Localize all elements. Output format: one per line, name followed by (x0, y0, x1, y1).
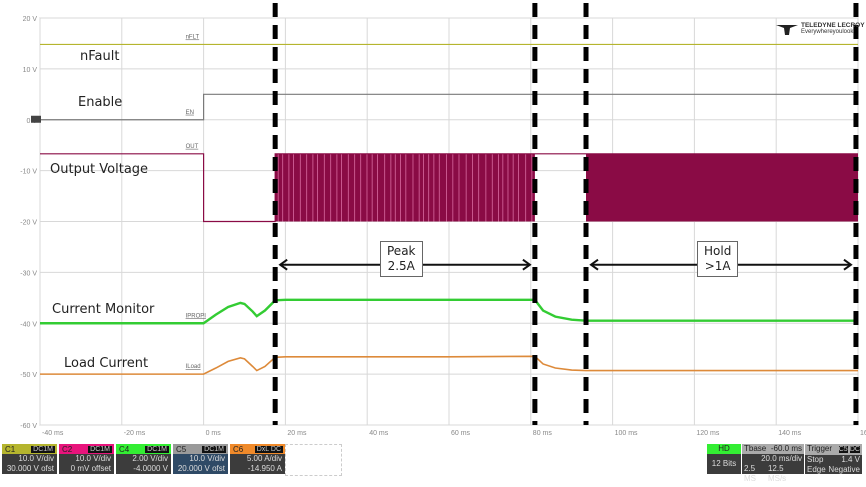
hd-badge: HD (707, 444, 741, 454)
hold-label: Hold (704, 244, 732, 258)
y-tick-label: -60 V (20, 423, 37, 430)
y-tick-label: -50 V (20, 372, 37, 379)
hold-label-box: Hold >1A (697, 241, 739, 277)
time-per-div: 20.0 ms/div (761, 454, 802, 463)
x-tick-label: -20 ms (124, 430, 146, 437)
trigger-type: Edge (807, 465, 826, 474)
peak-arrow-head-right (522, 258, 532, 271)
trigger-source: C5 (838, 446, 848, 453)
oscilloscope-plot: -40 ms -20 ms 0 ms 20 ms 40 ms 60 ms 80 ms 100 … (20, 3, 866, 437)
hold-arrow-head-left (589, 258, 599, 271)
y-tick-label: 10 V (23, 67, 38, 74)
trigger-level: 1.4 V (841, 455, 860, 464)
trigger-coupling: DC (849, 446, 860, 453)
channel-name: C4 (119, 444, 130, 454)
channel-offset: -4.0000 V (133, 464, 168, 473)
trace-label-out: OUT (186, 144, 199, 150)
channel-name: C5 (176, 444, 187, 454)
peak-value: 2.5A (387, 259, 415, 273)
channel-coupling: DC1M (145, 445, 169, 453)
trace-iload (40, 355, 858, 375)
annotation-output-voltage: Output Voltage (50, 162, 149, 177)
x-tick-label: 40 ms (369, 430, 389, 437)
x-tick-label: 160 ms (860, 430, 866, 437)
sample-count: 2.5 MS (744, 464, 756, 483)
x-tick-label: 120 ms (696, 430, 719, 437)
channel-name: C6 (233, 444, 244, 454)
channel-offset: -14.950 A (247, 464, 282, 473)
peak-label-box: Peak 2.5A (380, 241, 423, 277)
y-tick-label: 20 V (23, 16, 38, 23)
channel-panel-c2[interactable]: C2 DC1M 10.0 V/div 0 mV offset (59, 444, 114, 474)
x-tick-label: 20 ms (287, 430, 307, 437)
channel-panel-c4[interactable]: C4 DC1M 2.00 V/div -4.0000 V (116, 444, 171, 474)
channel-scale: 2.00 V/div (132, 454, 168, 463)
channel-scale: 5.00 A/div (246, 454, 282, 463)
trace-label-en: EN (186, 110, 194, 116)
annotation-nfault: nFault (80, 49, 120, 64)
channel-name: C1 (5, 444, 16, 454)
x-tick-label: 80 ms (533, 430, 553, 437)
trace-label-nflt: nFLT (186, 34, 200, 40)
bits-label: 12 Bits (711, 459, 737, 468)
tbase-value: -60.0 ms (770, 444, 802, 453)
pwm-region-dense (586, 153, 858, 222)
channel-ground-marker (31, 115, 41, 123)
timebase-panel[interactable]: Tbase -60.0 ms 20.0 ms/div 2.5 MS 12.5 MS/… (742, 444, 804, 483)
x-tick-label: 100 ms (615, 430, 638, 437)
channel-offset: 0 mV offset (70, 464, 111, 473)
trigger-panel[interactable]: Trigger C5 DC Stop 1.4 V Edge Negative (805, 444, 862, 474)
annotation-current-monitor: Current Monitor (52, 302, 155, 317)
channel-coupling: DxL DC (254, 445, 283, 453)
channel-coupling: DC1M (202, 445, 226, 453)
trigger-label: Trigger (807, 444, 833, 453)
channel-name: C2 (62, 444, 73, 454)
hold-value: >1A (704, 259, 731, 273)
logo-tagline: Everywhereyoulook (801, 29, 854, 35)
y-tick-label: -10 V (20, 169, 37, 176)
channel-scale: 10.0 V/div (189, 454, 225, 463)
channel-coupling: DC1M (31, 445, 55, 453)
channel-panel-c5[interactable]: C5 DC1M 10.0 V/div 20.000 V ofst (173, 444, 228, 474)
trace-label-iload: ILoad (186, 364, 201, 370)
y-tick-label: -20 V (20, 220, 37, 227)
sample-rate: 12.5 MS/s (767, 464, 787, 483)
channel-coupling: DC1M (88, 445, 112, 453)
pwm-region-sparse (275, 153, 535, 222)
peak-arrow-head-left (278, 258, 288, 271)
annotation-enable: Enable (78, 95, 123, 110)
channel-offset: 30.000 V ofst (6, 464, 54, 473)
x-tick-label: 60 ms (451, 430, 471, 437)
channel-scale: 10.0 V/div (75, 454, 111, 463)
peak-label: Peak (387, 244, 416, 258)
channel-panel-c6[interactable]: C6 DxL DC 5.00 A/div -14.950 A (230, 444, 285, 474)
channel-scale: 10.0 V/div (18, 454, 54, 463)
logo-brand: TELEDYNE LECROY (801, 22, 865, 29)
channel-panel-c1[interactable]: C1 DC1M 10.0 V/div 30.000 V ofst (2, 444, 57, 474)
x-tick-label: 140 ms (778, 430, 801, 437)
teledyne-logo-icon (776, 25, 798, 35)
hold-arrow-head-right (843, 258, 853, 271)
teledyne-lecroy-logo: TELEDYNE LECROY Everywhereyoulook (776, 22, 865, 36)
x-tick-label: -40 ms (42, 430, 64, 437)
tbase-label: Tbase (744, 444, 767, 453)
annotation-load-current: Load Current (64, 356, 149, 371)
acquisition-mode-panel[interactable]: HD 12 Bits (707, 444, 741, 474)
trigger-slope: Negative (828, 465, 860, 474)
y-tick-label: -30 V (20, 270, 37, 277)
y-tick-label: -40 V (20, 321, 37, 328)
trace-ipropi (40, 298, 858, 325)
channel-offset: 20.000 V ofst (177, 464, 225, 473)
trace-en (40, 93, 858, 121)
empty-channel-slot[interactable] (285, 444, 342, 476)
trace-label-ipropi: IPROPI (186, 313, 207, 319)
trigger-mode: Stop (807, 455, 824, 464)
x-tick-label: 0 ms (206, 430, 222, 437)
